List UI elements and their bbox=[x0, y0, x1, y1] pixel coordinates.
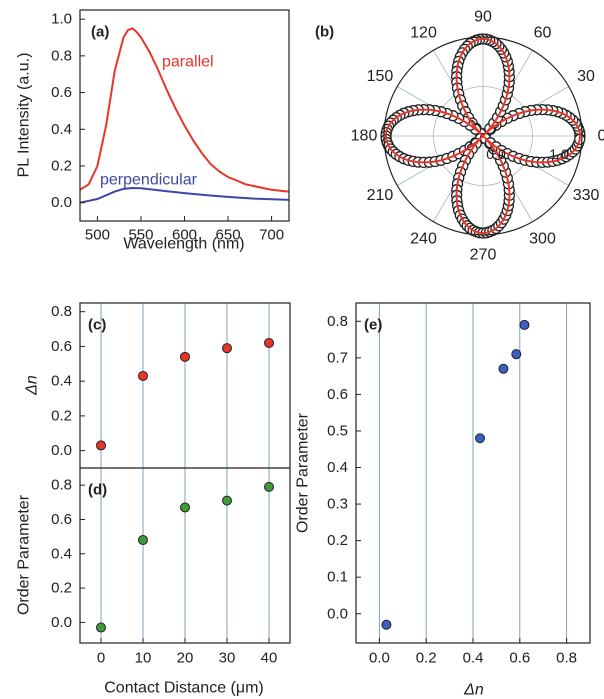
y-tick-label-e: 0.8 bbox=[327, 313, 348, 330]
y-tick-label-d: 0.6 bbox=[51, 511, 72, 528]
polar-angle-label: 60 bbox=[534, 24, 552, 41]
polar-outer-circle bbox=[383, 36, 583, 236]
x-tick-label-d: 20 bbox=[177, 650, 194, 667]
y-axis-label-a: PL Intensity (a.u.) bbox=[16, 53, 33, 178]
panel-label-b: (b) bbox=[315, 24, 334, 41]
polar-angle-label: 300 bbox=[529, 231, 556, 248]
data-point-c bbox=[264, 337, 274, 348]
data-point-c bbox=[222, 343, 232, 354]
y-tick-label-a: 0.2 bbox=[51, 157, 72, 174]
y-tick-label-a: 0.8 bbox=[51, 47, 72, 64]
x-tick-label-e: 0.8 bbox=[556, 650, 577, 667]
y-tick-label-e: 0.4 bbox=[327, 459, 348, 476]
polar-angle-label: 270 bbox=[470, 247, 497, 264]
y-tick-label-e: 0.2 bbox=[327, 532, 348, 549]
y-tick-label-e: 0.0 bbox=[327, 605, 348, 622]
x-axis-label-e: Δn bbox=[463, 682, 484, 699]
y-tick-label-a: 0.6 bbox=[51, 84, 72, 101]
y-tick-label-a: 0.0 bbox=[51, 194, 72, 211]
y-tick-label-a: 1.0 bbox=[51, 11, 72, 28]
polar-angle-label: 330 bbox=[573, 187, 600, 204]
data-point-e bbox=[498, 363, 509, 374]
data-point-e bbox=[519, 319, 530, 330]
x-tick-label-d: 0 bbox=[97, 650, 105, 667]
y-axis-label-e: Order Parameter bbox=[295, 412, 312, 533]
x-tick-label-a: 600 bbox=[172, 227, 197, 244]
y-tick-label-c: 0.2 bbox=[51, 407, 72, 424]
x-axis-label-d: Contact Distance (μm) bbox=[104, 680, 263, 697]
data-point-c bbox=[138, 370, 148, 381]
y-tick-label-e: 0.3 bbox=[327, 496, 348, 513]
plot-frame-a bbox=[79, 9, 290, 222]
y-tick-label-a: 0.4 bbox=[51, 121, 72, 138]
x-tick-label-e: 0.4 bbox=[463, 650, 484, 667]
series-line-parallel bbox=[79, 27, 290, 193]
y-tick-label-c: 0.0 bbox=[51, 442, 72, 459]
x-tick-label-e: 0.0 bbox=[369, 650, 390, 667]
y-tick-label-e: 0.1 bbox=[327, 569, 348, 586]
data-point-e bbox=[511, 349, 522, 360]
legend-parallel: parallel bbox=[162, 54, 214, 71]
x-tick-label-a: 500 bbox=[85, 227, 110, 244]
data-point-e bbox=[381, 619, 392, 630]
y-tick-label-e: 0.6 bbox=[327, 386, 348, 403]
legend-perpendicular: perpendicular bbox=[100, 172, 198, 189]
series-line-perpendicular bbox=[79, 186, 290, 204]
y-tick-label-d: 0.2 bbox=[51, 580, 72, 597]
panel-label-d: (d) bbox=[88, 482, 107, 499]
y-axis-label-d: Order Parameter bbox=[16, 494, 33, 615]
x-tick-label-a: 650 bbox=[216, 227, 241, 244]
polar-angle-label: 210 bbox=[367, 187, 394, 204]
x-axis-label-a: Wavelength (nm) bbox=[123, 236, 244, 253]
polar-radial-label: 0.0 bbox=[486, 146, 506, 162]
polar-angle-label: 150 bbox=[367, 68, 394, 85]
x-tick-label-d: 10 bbox=[135, 650, 152, 667]
polar-radial-label: 1.0 bbox=[549, 146, 569, 162]
polar-angle-label: 240 bbox=[410, 231, 437, 248]
panel-c-d: 0.0 0.2 0.4 0.6 0.8 0.0 0.2 0.4 0.6 0.8 0 10 20 30 40 Δ… bbox=[16, 302, 291, 697]
data-point-d bbox=[138, 535, 148, 546]
x-tick-label-a: 550 bbox=[128, 227, 153, 244]
data-point-c bbox=[96, 440, 106, 451]
polar-angle-label: 90 bbox=[474, 9, 492, 26]
data-point-d bbox=[96, 622, 106, 633]
y-axis-label-c: Δn bbox=[24, 375, 41, 396]
panel-b: 0 30 60 90 120 150 180 210 240 270 300 330 0.0 1.0 (b) bbox=[315, 9, 604, 264]
y-tick-label-c: 0.4 bbox=[51, 373, 72, 390]
polar-angle-label: 30 bbox=[577, 68, 595, 85]
y-tick-label-e: 0.5 bbox=[327, 422, 348, 439]
x-tick-label-a: 700 bbox=[259, 227, 284, 244]
panel-label-e: (e) bbox=[364, 317, 382, 334]
y-tick-label-d: 0.8 bbox=[51, 477, 72, 494]
data-point-d bbox=[264, 481, 274, 492]
x-tick-label-d: 30 bbox=[219, 650, 236, 667]
y-tick-label-d: 0.4 bbox=[51, 545, 72, 562]
panel-e: 0.0 0.1 0.2 0.3 0.4 0.5 0.6 0.7 0.8 0.0 0.2 0.4 0.6 0… bbox=[295, 302, 591, 699]
panel-label-a: (a) bbox=[91, 24, 109, 41]
y-tick-label-c: 0.8 bbox=[51, 303, 72, 320]
polar-angle-label: 180 bbox=[351, 128, 378, 145]
data-point-e bbox=[475, 433, 486, 444]
y-tick-label-d: 0.0 bbox=[51, 614, 72, 631]
y-tick-label-c: 0.6 bbox=[51, 338, 72, 355]
data-point-d bbox=[222, 495, 232, 506]
panel-a: 500 550 600 650 700 0.0 0.2 0.4 0.6 0.8 1.0 Wavelen… bbox=[16, 9, 290, 253]
x-tick-label-e: 0.6 bbox=[509, 650, 530, 667]
polar-angle-label: 120 bbox=[410, 24, 437, 41]
x-tick-label-e: 0.2 bbox=[416, 650, 437, 667]
data-point-c bbox=[180, 351, 190, 362]
x-tick-label-d: 40 bbox=[261, 650, 278, 667]
polar-fit-curve bbox=[385, 38, 581, 234]
panel-label-c: (c) bbox=[88, 317, 106, 334]
data-point-d bbox=[180, 502, 190, 513]
polar-angle-label: 0 bbox=[598, 128, 604, 145]
y-tick-label-e: 0.7 bbox=[327, 349, 348, 366]
